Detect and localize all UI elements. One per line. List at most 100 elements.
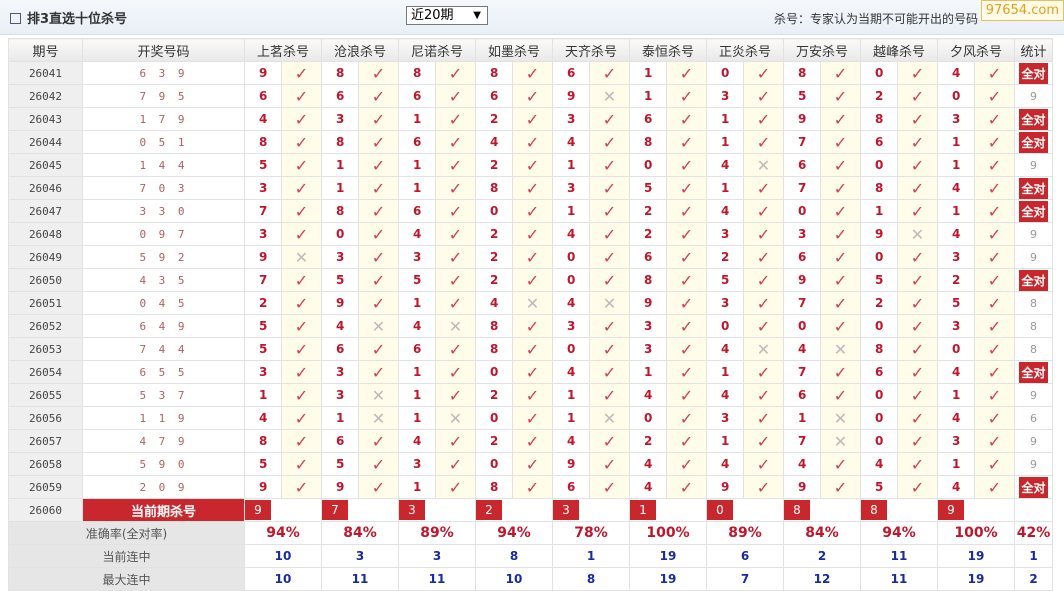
summary-value: 10: [475, 567, 553, 591]
check-icon: ✓: [743, 176, 784, 200]
check-icon: ✓: [897, 383, 938, 407]
check-icon: ✓: [358, 84, 399, 108]
check-icon: ✓: [666, 337, 707, 361]
table-row: 26053 7 4 4 5 ✓ 6 ✓ 6 ✓ 8 ✓ 0 ✓ 3 ✓ 4 ✕ 4 ✕ 8 ✓ 0 ✓ 8: [8, 337, 1053, 361]
check-icon: ✓: [358, 245, 399, 269]
kill-number: 2: [244, 291, 282, 315]
kill-number: 6: [629, 245, 667, 269]
kill-number: 1: [860, 199, 898, 223]
kill-number: 1: [706, 429, 744, 453]
check-icon: ✓: [358, 291, 399, 315]
kill-number: 0: [475, 360, 513, 384]
summary-value: 2: [783, 544, 861, 568]
cross-icon: ✕: [897, 222, 938, 246]
check-icon: ✓: [281, 199, 322, 223]
period-select[interactable]: 近20期 ▼: [406, 6, 488, 25]
check-icon: ✓: [435, 107, 476, 131]
check-icon: ✓: [743, 245, 784, 269]
all-correct-badge: 全对: [1019, 361, 1048, 383]
period: 26049: [8, 245, 83, 269]
kill-number: 1: [552, 153, 590, 177]
col-expert: 沧浪杀号: [321, 38, 399, 62]
summary-row: 准确率(全对率) 94% 84% 89% 94% 78% 100% 89% 84% 94% 100%…: [8, 521, 1053, 545]
kill-number: 3: [706, 84, 744, 108]
kill-number: 4: [937, 222, 975, 246]
kill-number: 4: [783, 337, 821, 361]
check-icon: ✓: [974, 337, 1015, 361]
summary-value: 3: [321, 544, 399, 568]
table-row: 26058 5 9 0 5 ✓ 5 ✓ 3 ✓ 0 ✓ 9 ✓ 4 ✓ 4 ✓ 4 ✓ 4 ✓ 1 ✓ 9: [8, 452, 1053, 476]
page-title: 排3直选十位杀号: [10, 8, 127, 27]
kill-number: 3: [321, 383, 359, 407]
summary-value: 10: [244, 544, 322, 568]
check-icon: ✓: [435, 61, 476, 85]
kill-number: 3: [706, 291, 744, 315]
kill-number: 8: [783, 61, 821, 85]
kill-number: 3: [706, 222, 744, 246]
check-icon: ✓: [435, 360, 476, 384]
col-expert: 越峰杀号: [860, 38, 938, 62]
summary-value: 2: [1014, 567, 1053, 591]
kill-number: 0: [860, 314, 898, 338]
check-icon: ✓: [820, 475, 861, 499]
summary-value: 100%: [629, 521, 707, 545]
check-icon: ✓: [281, 406, 322, 430]
all-correct-badge: 全对: [1019, 476, 1048, 498]
kill-number: 2: [475, 222, 513, 246]
kill-table: 期号 开奖号码 上茗杀号 沧浪杀号 尼诺杀号 如墨杀号 天齐杀号 泰恒杀号 正炎杀号 万安杀号…: [8, 38, 1053, 591]
kill-number: 1: [706, 107, 744, 131]
kill-number: 6: [860, 360, 898, 384]
stat-cell: 8: [1014, 291, 1053, 315]
kill-number: 0: [860, 429, 898, 453]
table-row: 26043 1 7 9 4 ✓ 3 ✓ 1 ✓ 2 ✓ 3 ✓ 6 ✓ 1 ✓ 9 ✓ 8 ✓ 3 ✓ 全对: [8, 107, 1053, 131]
check-icon: ✓: [974, 222, 1015, 246]
period: 26045: [8, 153, 83, 177]
all-correct-badge: 全对: [1019, 200, 1048, 222]
draw-number: 5 9 2: [82, 245, 245, 269]
kill-number: 4: [244, 406, 282, 430]
stat-cell: 全对: [1014, 61, 1053, 85]
kill-number: 2: [629, 222, 667, 246]
kill-number: 4: [706, 153, 744, 177]
check-icon: ✓: [820, 222, 861, 246]
kill-number: 4: [552, 291, 590, 315]
kill-number: 0: [321, 222, 359, 246]
kill-number: 8: [321, 130, 359, 154]
check-icon: ✓: [820, 452, 861, 476]
kill-number: 3: [937, 429, 975, 453]
all-correct-badge: 全对: [1019, 108, 1048, 130]
kill-number: 1: [552, 199, 590, 223]
check-icon: ✓: [281, 314, 322, 338]
kill-number: 8: [629, 130, 667, 154]
summary-value: 89%: [398, 521, 476, 545]
check-icon: ✓: [897, 291, 938, 315]
kill-number: 1: [937, 130, 975, 154]
period: 26047: [8, 199, 83, 223]
col-draw: 开奖号码: [82, 38, 245, 62]
check-icon: ✓: [512, 176, 553, 200]
kill-number: 4: [244, 107, 282, 131]
check-icon: ✓: [589, 314, 630, 338]
kill-number: 6: [321, 84, 359, 108]
check-icon: ✓: [743, 268, 784, 292]
title-text: 排3直选十位杀号: [27, 12, 128, 27]
kill-number: 2: [475, 383, 513, 407]
summary-value: 100%: [937, 521, 1015, 545]
check-icon: ✓: [974, 107, 1015, 131]
kill-number: 3: [783, 222, 821, 246]
check-icon: ✓: [589, 383, 630, 407]
cross-icon: ✕: [743, 337, 784, 361]
kill-number: 5: [244, 337, 282, 361]
summary-value: 19: [937, 544, 1015, 568]
kill-number: 6: [398, 84, 436, 108]
table-row: 26046 7 0 3 3 ✓ 1 ✓ 1 ✓ 8 ✓ 3 ✓ 5 ✓ 1 ✓ 7 ✓ 8 ✓ 4 ✓ 全对: [8, 176, 1053, 200]
summary-value: 84%: [321, 521, 399, 545]
check-icon: ✓: [281, 383, 322, 407]
check-icon: ✓: [743, 222, 784, 246]
stat-cell: 9: [1014, 84, 1053, 108]
kill-number: 0: [783, 199, 821, 223]
kill-number: 3: [937, 245, 975, 269]
kill-number: 4: [398, 429, 436, 453]
check-icon: ✓: [358, 222, 399, 246]
draw-number: 5 9 0: [82, 452, 245, 476]
